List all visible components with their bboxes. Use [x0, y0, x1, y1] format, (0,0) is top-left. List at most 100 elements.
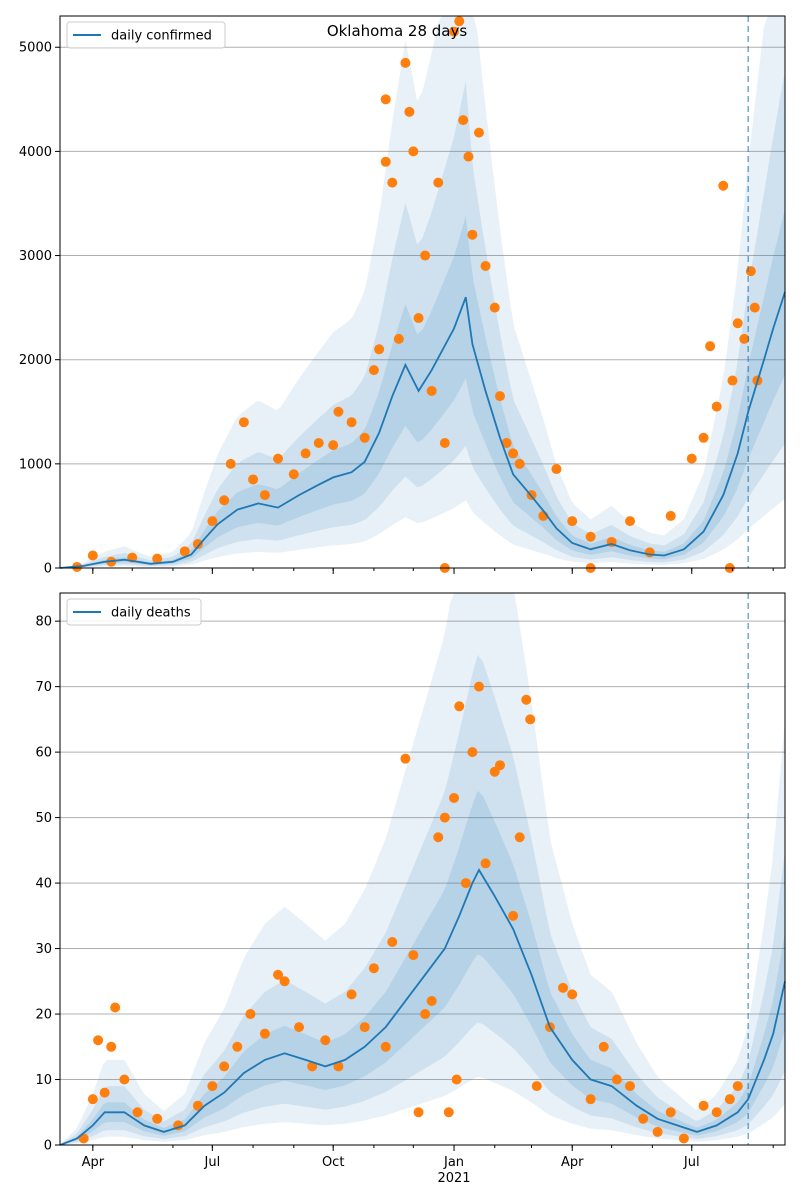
deaths-gridlines [60, 620, 785, 1081]
data-point [698, 1100, 709, 1111]
data-point [514, 832, 525, 843]
confirmed-x-axis-ticks [92, 568, 774, 574]
data-point [454, 16, 465, 27]
data-point [93, 1035, 104, 1046]
deaths-uncertainty-bands [60, 593, 785, 1145]
data-point [380, 156, 391, 167]
data-point [273, 453, 284, 464]
data-point [87, 550, 98, 561]
data-point [192, 539, 203, 550]
data-point [259, 490, 270, 501]
deaths-panel: 0 10 20 30 40 50 60 70 80 Apr Jul Oct Jan Apr Jul dai… [35, 592, 786, 1186]
confirmed-legend-label: daily confirmed [111, 29, 212, 44]
data-point [387, 937, 398, 948]
data-point [368, 365, 379, 376]
data-point [443, 1107, 454, 1118]
deaths-series-line [59, 868, 786, 1146]
data-point [279, 976, 290, 987]
data-point [400, 57, 411, 68]
data-point [333, 1061, 344, 1072]
data-point [219, 1061, 230, 1072]
data-point [333, 406, 344, 417]
uncertainty-band [60, 593, 785, 1145]
uncertainty-band [60, 16, 785, 568]
data-point [179, 546, 190, 557]
data-point [473, 127, 484, 138]
data-point [400, 753, 411, 764]
data-point [426, 995, 437, 1006]
data-point [346, 417, 357, 428]
data-point [449, 26, 460, 37]
y-tick-label: 1000 [19, 457, 52, 472]
confirmed-legend-box [66, 21, 226, 49]
data-point [87, 1094, 98, 1105]
data-point [567, 989, 578, 1000]
y-tick-label: 60 [35, 746, 52, 761]
data-point [745, 266, 756, 277]
data-point [273, 969, 284, 980]
uncertainty-band [60, 654, 785, 1145]
data-point [727, 375, 738, 386]
data-point [380, 94, 391, 105]
data-point [420, 250, 431, 261]
y-tick-label: 40 [35, 877, 52, 892]
y-tick-label: 0 [44, 562, 52, 577]
data-point [463, 151, 474, 162]
data-point [508, 448, 519, 459]
data-point [152, 1113, 163, 1124]
data-point [638, 1113, 649, 1124]
data-point [413, 1107, 424, 1118]
x-tick-label: Apr [561, 1155, 584, 1170]
deaths-y-axis-ticks: 0 10 20 30 40 50 60 70 80 [35, 615, 60, 1154]
y-tick-label: 50 [35, 811, 52, 826]
confirmed-series-line [59, 291, 786, 569]
x-tick-label: Apr [82, 1155, 105, 1170]
data-point [732, 1081, 743, 1092]
confirmed-axes-frame [59, 15, 786, 569]
data-point [368, 963, 379, 974]
data-point [374, 344, 385, 355]
confirmed-legend: daily confirmed [66, 21, 226, 49]
data-point [294, 1022, 305, 1033]
data-point [585, 1094, 596, 1105]
uncertainty-band [60, 790, 785, 1145]
data-point [245, 1009, 256, 1020]
data-point [106, 1041, 117, 1052]
data-point [749, 302, 760, 313]
data-point [232, 1041, 243, 1052]
data-point [433, 832, 444, 843]
data-point [300, 448, 311, 459]
data-point [711, 401, 722, 412]
data-point [525, 714, 536, 725]
deaths-x-axis-ticks: Apr Jul Oct Jan Apr Jul [82, 1145, 774, 1170]
data-point [458, 115, 469, 126]
data-point [439, 812, 450, 823]
data-point [718, 180, 729, 191]
data-point [665, 510, 676, 521]
data-point [467, 229, 478, 240]
x-axis-year-label: 2021 [437, 1171, 470, 1186]
data-point [433, 177, 444, 188]
data-point [238, 417, 249, 428]
chart-title: Oklahoma 28 days [327, 22, 468, 40]
data-point [551, 464, 562, 475]
data-point [494, 760, 505, 771]
data-point [328, 440, 339, 451]
data-point [192, 1100, 203, 1111]
data-point [387, 177, 398, 188]
data-point [625, 516, 636, 527]
y-tick-label: 20 [35, 1008, 52, 1023]
data-point [652, 1126, 663, 1137]
data-point [467, 747, 478, 758]
data-point [307, 1061, 318, 1072]
y-tick-label: 5000 [19, 41, 52, 56]
data-point [711, 1107, 722, 1118]
data-point [494, 391, 505, 402]
data-point [313, 438, 324, 449]
data-point [705, 341, 716, 352]
deaths-legend: daily deaths [66, 598, 202, 626]
data-point [567, 516, 578, 527]
data-point [207, 516, 218, 527]
x-tick-label: Oct [322, 1155, 344, 1170]
